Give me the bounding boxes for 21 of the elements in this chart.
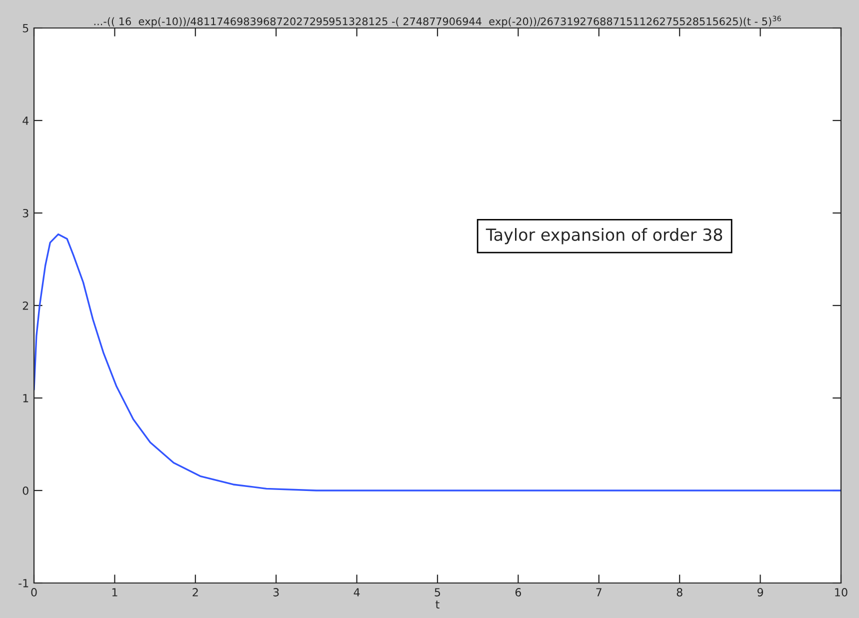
- chart-title: ...-(( 16 exp(-10))/481174698396872027295951328125 -( 274877906944 exp(-20))/267319276887151126275528515625)(t - 5)$^{36}$: [94, 16, 781, 28]
- y-tick-label: 3: [22, 208, 28, 218]
- x-tick-label: 6: [515, 588, 522, 596]
- y-tick-label: 2: [22, 301, 28, 310]
- y-tick-label: 1: [23, 394, 28, 402]
- x-axis-title: t: [436, 600, 440, 608]
- y-tick-label: -1: [18, 579, 28, 588]
- x-tick-label: 9: [757, 588, 764, 596]
- x-tick-label: 3: [273, 588, 279, 596]
- annotation: Taylor expansion of order 38: [486, 228, 722, 244]
- x-tick-label: 8: [676, 588, 682, 596]
- x-tick-label: 1: [112, 588, 118, 596]
- x-tick-label: 5: [434, 588, 440, 596]
- x-tick-label: 0: [31, 588, 37, 596]
- y-tick-label: 0: [22, 486, 28, 495]
- y-tick-label: 4: [22, 116, 29, 125]
- y-tick-label: 5: [22, 24, 28, 32]
- x-tick-label: 2: [192, 588, 198, 596]
- x-tick-label: 4: [354, 588, 360, 596]
- x-tick-label: 10: [835, 588, 848, 596]
- x-tick-label: 7: [596, 588, 602, 596]
